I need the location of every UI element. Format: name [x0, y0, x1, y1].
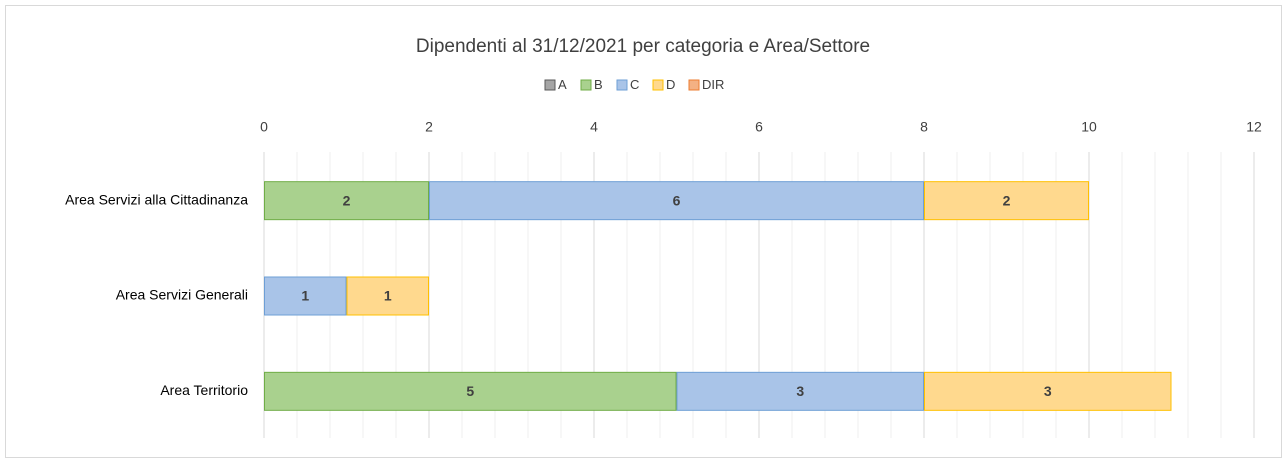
y-tick-label: Area Servizi Generali: [116, 287, 248, 303]
data-label: 2: [343, 192, 351, 208]
bar-segment: [264, 276, 347, 316]
legend-label: DIR: [702, 77, 724, 92]
bar-segment: [429, 181, 924, 221]
legend-label: A: [558, 77, 567, 92]
bar-segment: [264, 181, 429, 221]
legend-item: A: [544, 77, 567, 92]
legend-swatch: [616, 79, 628, 91]
chart-title: Dipendenti al 31/12/2021 per categoria e…: [416, 36, 870, 57]
data-label: 1: [384, 288, 392, 304]
data-label: 1: [301, 288, 309, 304]
x-tick-label: 2: [425, 119, 433, 135]
x-tick-label: 12: [1246, 119, 1262, 135]
legend-label: D: [666, 77, 675, 92]
bar-segment: [264, 371, 677, 411]
data-label: 2: [1003, 192, 1011, 208]
bar-segment: [346, 276, 429, 316]
legend-item: D: [652, 77, 675, 92]
legend-item: DIR: [688, 77, 724, 92]
legend-item: C: [616, 77, 639, 92]
legend-label: C: [630, 77, 639, 92]
bar-segment: [676, 371, 924, 411]
legend-item: B: [580, 77, 603, 92]
legend-swatch: [580, 79, 592, 91]
legend-label: B: [594, 77, 603, 92]
data-label: 3: [796, 383, 804, 399]
data-label: 5: [466, 383, 474, 399]
x-tick-label: 10: [1081, 119, 1097, 135]
legend-swatch: [688, 79, 700, 91]
bar-segment: [924, 181, 1089, 221]
legend-swatch: [652, 79, 664, 91]
y-tick-label: Area Servizi alla Cittadinanza: [65, 191, 248, 207]
x-tick-label: 4: [590, 119, 598, 135]
legend-swatch: [544, 79, 556, 91]
y-tick-label: Area Territorio: [160, 382, 248, 398]
x-tick-label: 6: [755, 119, 763, 135]
data-label: 6: [673, 192, 681, 208]
x-tick-label: 8: [920, 119, 928, 135]
x-tick-label: 0: [260, 119, 268, 135]
bar-segment: [924, 371, 1172, 411]
data-label: 3: [1044, 383, 1052, 399]
